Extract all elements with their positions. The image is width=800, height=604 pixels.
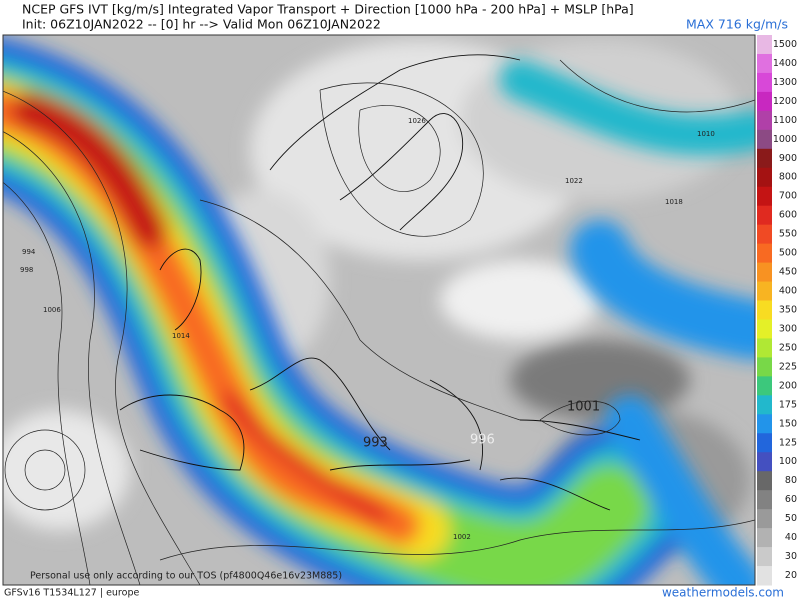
colorbar-label: 550 <box>779 229 797 240</box>
colorbar-label: 150 <box>779 418 797 429</box>
tos-notice: Personal use only according to our TOS (… <box>30 571 342 582</box>
colorbar-swatch <box>757 490 772 510</box>
colorbar: 1500 1400 1300 1200 1100 1000 900 800 700 600 550 5… <box>757 35 797 586</box>
max-label: MAX 716 kg/m/s <box>686 17 788 32</box>
map-frame <box>2 34 756 586</box>
colorbar-swatch <box>757 376 772 396</box>
colorbar-swatch <box>757 300 772 320</box>
colorbar-swatch <box>757 566 772 586</box>
colorbar-label: 175 <box>779 399 797 410</box>
colorbar-swatch <box>757 148 772 169</box>
pressure-label: 996 <box>470 433 495 448</box>
colorbar-swatch <box>757 433 772 453</box>
colorbar-swatch <box>757 471 772 491</box>
colorbar-label: 1500 <box>773 39 797 50</box>
colorbar-swatch <box>757 414 772 434</box>
pressure-label: 1006 <box>43 306 61 314</box>
model-info: GFSv16 T1534L127 | europe <box>4 588 139 599</box>
coastlines <box>119 54 641 511</box>
colorbar-swatch <box>757 110 772 131</box>
colorbar-label: 50 <box>785 513 797 524</box>
colorbar-label: 800 <box>779 172 797 183</box>
colorbar-swatch <box>757 528 772 548</box>
pressure-label: 993 <box>363 436 388 451</box>
colorbar-swatch <box>757 224 772 245</box>
colorbar-label: 1300 <box>773 77 797 88</box>
colorbar-swatch <box>757 167 772 188</box>
pressure-label: 1002 <box>453 533 471 541</box>
colorbar-label: 400 <box>779 286 797 297</box>
subtitle: Init: 06Z10JAN2022 -- [0] hr --> Valid M… <box>22 17 381 32</box>
colorbar-label: 1200 <box>773 96 797 107</box>
colorbar-swatch <box>757 129 772 150</box>
pressure-label: 1001 <box>567 400 600 415</box>
colorbar-label: 40 <box>785 532 797 543</box>
pressure-label: 1010 <box>697 130 715 138</box>
colorbar-label: 500 <box>779 248 797 259</box>
site-name: weathermodels.com <box>662 586 784 600</box>
colorbar-label: 900 <box>779 153 797 164</box>
colorbar-swatch <box>757 243 772 264</box>
pressure-label: 998 <box>20 266 33 274</box>
colorbar-swatch <box>757 281 772 302</box>
colorbar-label: 60 <box>785 494 797 505</box>
ivt-plume <box>3 38 755 585</box>
colorbar-swatch <box>757 319 772 339</box>
pressure-label: 1018 <box>665 198 683 206</box>
colorbar-label: 1000 <box>773 134 797 145</box>
colorbar-swatch <box>757 72 772 93</box>
pressure-labels: 1001 993 996 1026 1022 1018 1014 1010 10… <box>20 117 715 541</box>
isobars <box>3 59 755 585</box>
pressure-label: 1026 <box>408 117 426 125</box>
colorbar-label: 600 <box>779 210 797 221</box>
colorbar-label: 80 <box>785 475 797 486</box>
colorbar-swatch <box>757 53 772 74</box>
colorbar-label: 250 <box>779 342 797 353</box>
colorbar-swatch <box>757 186 772 207</box>
colorbar-swatch <box>757 357 772 377</box>
colorbar-swatch <box>757 35 772 55</box>
colorbar-label: 1100 <box>773 115 797 126</box>
colorbar-label: 30 <box>785 551 797 562</box>
colorbar-swatch <box>757 338 772 358</box>
colorbar-label: 125 <box>779 437 797 448</box>
map: 1001 993 996 1026 1022 1018 1014 1010 10… <box>3 35 755 585</box>
pressure-label: 994 <box>22 248 36 256</box>
colorbar-label: 20 <box>785 570 797 581</box>
colorbar-swatch <box>757 262 772 283</box>
colorbar-label: 350 <box>779 305 797 316</box>
colorbar-swatch <box>757 91 772 112</box>
colorbar-swatch <box>757 205 772 226</box>
colorbar-swatch <box>757 509 772 529</box>
colorbar-label: 1400 <box>773 58 797 69</box>
pressure-label: 1014 <box>172 332 190 340</box>
title: NCEP GFS IVT [kg/m/s] Integrated Vapor T… <box>22 2 634 17</box>
pressure-label: 1022 <box>565 177 583 185</box>
colorbar-swatch <box>757 547 772 567</box>
colorbar-swatch <box>757 395 772 415</box>
colorbar-label: 300 <box>779 323 797 334</box>
colorbar-label: 225 <box>779 361 797 372</box>
colorbar-swatch <box>757 452 772 472</box>
colorbar-label: 450 <box>779 267 797 278</box>
colorbar-label: 700 <box>779 191 797 202</box>
colorbar-label: 100 <box>779 456 797 467</box>
colorbar-label: 200 <box>779 380 797 391</box>
